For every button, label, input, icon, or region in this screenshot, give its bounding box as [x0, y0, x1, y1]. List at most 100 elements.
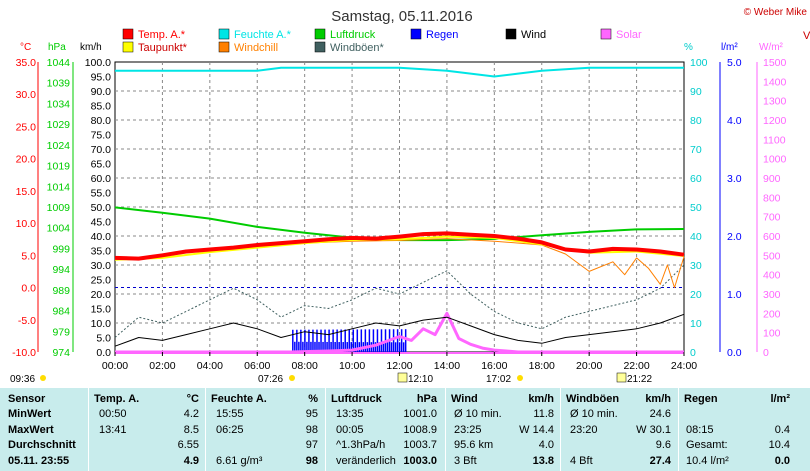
x-tick: 16:00	[481, 360, 507, 372]
humidity-tick: 100	[690, 57, 708, 69]
axis-units: °C hPa km/h% l/m² W/m²	[20, 42, 784, 53]
x-tick: 20:00	[576, 360, 602, 372]
temp-tick: 30.0	[16, 89, 37, 101]
sun-moon-markers: 09:36 07:26 12:10 17:02 21:22	[10, 372, 652, 385]
wind-tick: 70.0	[91, 144, 112, 156]
stats-cell: 1003.7	[403, 439, 437, 451]
wind-tick: 30.0	[91, 260, 112, 272]
legend-label: Wind	[521, 29, 546, 41]
stats-cell: 10.4 l/m²	[686, 454, 729, 467]
stats-cell: 1001.0	[403, 408, 437, 420]
pressure-tick: 979	[52, 326, 70, 338]
chart-title: Samstag, 05.11.2016	[331, 8, 473, 25]
pressure-tick: 1034	[47, 98, 71, 110]
wind-tick: 85.0	[91, 101, 112, 113]
stats-cell: 6.61 g/m³	[216, 454, 263, 467]
humidity-tick: 30	[690, 260, 702, 272]
series-layer	[114, 66, 685, 354]
pressure-tick: 1024	[47, 140, 71, 152]
x-tick: 18:00	[529, 360, 555, 372]
stats-cell: 97	[305, 439, 318, 451]
stats-cell: Durchschnitt	[8, 439, 76, 451]
moonset-label: 21:22	[627, 374, 652, 385]
temp-tick: 15.0	[16, 186, 37, 198]
stats-cell: 6.55	[177, 439, 199, 451]
humidity-tick: 90	[690, 86, 702, 98]
x-tick: 06:00	[244, 360, 270, 372]
stats-cell: 95	[305, 408, 318, 420]
humidity-tick: 0	[690, 347, 696, 359]
stats-cell: Ø 10 min.	[570, 408, 618, 420]
solar-tick: 700	[763, 212, 781, 224]
wind-tick: 65.0	[91, 159, 112, 171]
solar-tick: 800	[763, 192, 781, 204]
x-axis: 00:00 02:00 04:00 06:00 08:00 10:00 12:00 14:00…	[102, 352, 697, 372]
wind-tick: 55.0	[91, 188, 112, 200]
pressure-tick: 1029	[47, 119, 71, 131]
legend-swatch	[410, 28, 422, 40]
x-tick: 24:00	[671, 360, 697, 372]
stats-cell: Ø 10 min.	[454, 408, 502, 420]
stats-separator	[325, 388, 326, 471]
rain-tick: 5.0	[727, 57, 742, 69]
stats-cell: Gesamt:	[686, 439, 728, 451]
stats-cell: 13.8	[532, 454, 554, 467]
stats-cell: Luftdruck	[331, 393, 382, 405]
rain-unit: l/m²	[721, 42, 738, 53]
stats-cell: km/h	[645, 393, 671, 405]
humidity-tick: 60	[690, 173, 702, 185]
stats-cell: Sensor	[8, 393, 46, 405]
stats-separator	[445, 388, 446, 471]
pressure-tick: 974	[52, 347, 70, 359]
stats-cell: hPa	[416, 393, 437, 405]
wind-tick: 20.0	[91, 289, 112, 301]
stats-cell: 4.0	[538, 439, 554, 451]
series-feuchtea	[115, 66, 684, 78]
solar-unit: W/m²	[759, 42, 784, 53]
legend-label: Temp. A.*	[138, 29, 186, 41]
stats-cell: 0.0	[774, 454, 790, 467]
rain-tick: 0.0	[727, 347, 742, 359]
pressure-tick: 1044	[47, 57, 71, 69]
stats-cell: Regen	[684, 393, 718, 405]
wind-tick: 100.0	[85, 57, 111, 69]
x-tick: 10:00	[339, 360, 365, 372]
legend: Temp. A.* Feuchte A.* Luftdruck Regen Wind So…	[122, 28, 642, 54]
left-time-label: 09:36	[10, 374, 35, 385]
temp-tick: -10.0	[12, 347, 36, 359]
humidity-tick: 70	[690, 144, 702, 156]
weather-chart: Samstag, 05.11.2016 © Weber Mike V Temp.…	[10, 7, 810, 385]
legend-label: Windchill	[234, 42, 278, 54]
stats-cell: Temp. A.	[94, 393, 140, 405]
legend-label: Solar	[616, 29, 642, 41]
stats-cell: 11.8	[533, 408, 554, 420]
wind-tick: 60.0	[91, 173, 112, 185]
wind-tick: 35.0	[91, 246, 112, 258]
stats-cell: 0.4	[774, 423, 790, 436]
wind-tick: 90.0	[91, 86, 112, 98]
stats-cell: 8.5	[183, 423, 199, 436]
wind-tick: 80.0	[91, 115, 112, 127]
solar-tick: 1200	[763, 115, 787, 127]
wind-tick: 15.0	[91, 304, 112, 316]
series-tempa	[114, 231, 685, 261]
stats-cell: 4.2	[183, 408, 199, 420]
series-wind	[114, 313, 685, 347]
solar-tick: 1400	[763, 76, 787, 88]
temp-unit: °C	[20, 42, 31, 53]
humidity-unit: %	[684, 42, 693, 53]
stats-cell: 15:55	[216, 408, 244, 420]
humidity-tick: 80	[690, 115, 702, 127]
stats-cell: Wind	[451, 393, 478, 405]
legend-swatch	[122, 28, 134, 40]
x-tick: 04:00	[197, 360, 223, 372]
legend-label: Feuchte A.*	[234, 29, 292, 41]
stats-cell: MinWert	[8, 408, 52, 420]
solar-tick: 1300	[763, 96, 787, 108]
stats-cell: °C	[186, 393, 199, 405]
solar-tick: 0	[763, 347, 769, 359]
stats-cell: 4 Bft	[570, 454, 593, 467]
temp-tick: -5.0	[18, 315, 36, 327]
legend-swatch	[218, 28, 230, 40]
